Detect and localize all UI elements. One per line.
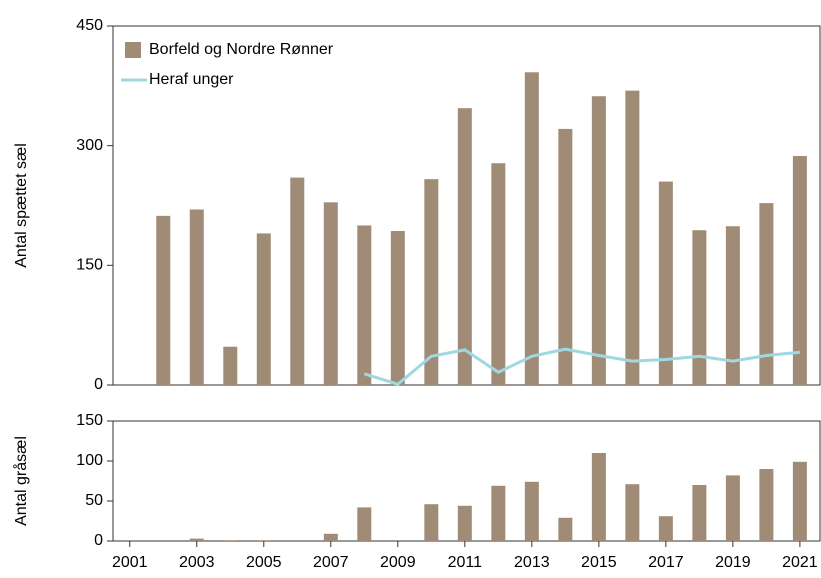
legend-swatch [125,42,141,58]
bar [524,72,539,385]
x-tick-label: 2021 [782,554,818,571]
bar [457,505,472,541]
bar [156,215,171,385]
bar [189,538,204,541]
bar [290,177,305,385]
bar [625,484,640,541]
y-tick-label: 0 [94,532,103,549]
x-tick-label: 2011 [448,554,483,571]
x-tick-label: 2003 [179,554,215,571]
bar [323,202,338,385]
x-tick-label: 2013 [514,554,550,571]
x-tick-label: 2017 [648,554,684,571]
bar [323,533,338,541]
y-axis-label: Antal spættet sæl [13,143,30,268]
bar [558,517,573,541]
bar [357,225,372,385]
bar [524,481,539,541]
legend-label: Borfeld og Nordre Rønner [149,41,334,58]
x-tick-label: 2001 [112,554,148,571]
bar [189,209,204,385]
bar [491,485,506,541]
bar [658,181,673,385]
y-tick-label: 150 [76,257,103,274]
x-tick-label: 2007 [313,554,349,571]
bar [759,469,774,541]
bar [625,90,640,386]
y-tick-label: 300 [76,137,103,154]
bar [558,128,573,385]
bar [223,540,238,541]
bar [491,163,506,385]
y-tick-label: 50 [85,492,103,509]
bar [759,203,774,385]
y-tick-label: 100 [76,452,103,469]
y-axis-label: Antal gråsæl [12,436,30,526]
bar [692,485,707,541]
legend-label: Heraf unger [149,71,234,88]
x-tick-label: 2015 [581,554,617,571]
bar [424,179,439,385]
x-tick-label: 2019 [715,554,751,571]
bar [591,453,606,541]
y-tick-label: 450 [76,17,103,34]
line [363,347,801,386]
y-tick-label: 0 [94,376,103,393]
bar [424,504,439,541]
y-tick-label: 150 [76,412,103,429]
bar [256,233,271,385]
bar [792,461,807,541]
bar [223,346,238,385]
x-tick-label: 2009 [380,554,416,571]
bar [357,507,372,541]
bar [725,226,740,385]
bar [725,475,740,541]
bar [658,516,673,541]
bar [591,96,606,386]
bar [692,230,707,385]
bar [256,540,271,541]
bar [792,156,807,385]
bar [457,108,472,385]
bar [390,231,405,385]
x-tick-label: 2005 [246,554,282,571]
